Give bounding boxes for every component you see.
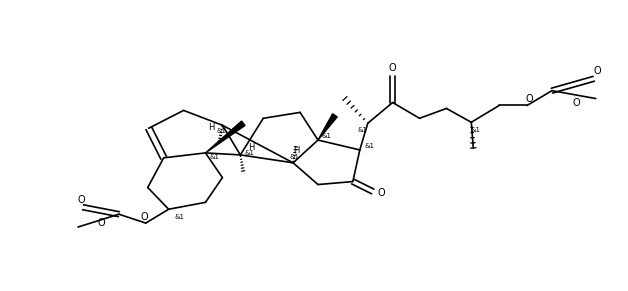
Text: O: O (140, 212, 148, 222)
Text: O: O (593, 66, 601, 76)
Text: &1: &1 (470, 127, 480, 133)
Text: H: H (293, 146, 300, 155)
Text: &1: &1 (364, 143, 374, 149)
Text: &1: &1 (175, 214, 185, 220)
Text: &1: &1 (358, 127, 368, 132)
Text: &1: &1 (209, 154, 219, 160)
Text: &1: &1 (245, 150, 255, 156)
Text: &1: &1 (216, 129, 226, 134)
Text: O: O (525, 94, 533, 104)
Text: O: O (78, 195, 85, 205)
Text: &1: &1 (290, 154, 300, 159)
Text: O: O (97, 218, 105, 228)
Text: O: O (377, 188, 386, 198)
Text: H: H (208, 123, 214, 132)
Text: H: H (249, 143, 255, 152)
Polygon shape (205, 121, 245, 153)
Polygon shape (318, 114, 337, 140)
Text: O: O (389, 63, 396, 73)
Text: &1: &1 (322, 133, 332, 139)
Text: O: O (572, 97, 580, 107)
